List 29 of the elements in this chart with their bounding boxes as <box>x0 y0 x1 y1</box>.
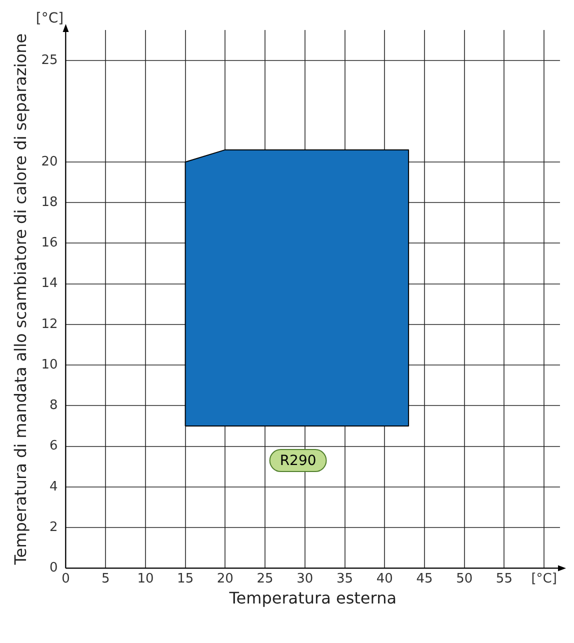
annotation: R290 <box>280 453 316 470</box>
text: [°C] <box>36 10 64 27</box>
y-tick-label: 4 <box>49 479 58 494</box>
y-tick-label: 6 <box>49 438 58 454</box>
x-tick-label: 35 <box>336 571 354 586</box>
x-tick-label: 0 <box>62 571 70 586</box>
x-tick-label: 5 <box>101 571 110 586</box>
y-tick-label: 14 <box>41 276 58 292</box>
y-tick-label: 2 <box>49 520 58 535</box>
x-tick-label: 20 <box>216 571 234 586</box>
y-tick-label: 8 <box>49 398 58 414</box>
y-tick-label: 16 <box>41 236 58 251</box>
y-tick-label: 12 <box>41 316 58 332</box>
x-tick-label: 45 <box>416 571 433 586</box>
y-tick-label: 20 <box>41 154 58 170</box>
x-tick-label: 50 <box>456 571 473 586</box>
y-tick-label: 25 <box>41 52 58 68</box>
x-tick-label: 15 <box>177 571 194 586</box>
y-tick-label: 18 <box>41 195 58 210</box>
y-tick-label: 0 <box>49 560 58 576</box>
x-tick-label: 25 <box>256 571 274 586</box>
y-tick-label: 10 <box>41 357 58 372</box>
y-axis-title: Temperatura di mandata allo scambiatore di calore di separazione <box>10 33 30 566</box>
x-tick-label: 40 <box>376 571 393 586</box>
x-tick-label: 30 <box>296 571 314 586</box>
x-tick-label: 55 <box>496 571 512 586</box>
x-tick-label: [°C] <box>531 571 557 586</box>
x-tick-label: 10 <box>137 571 154 586</box>
x-axis-title: Temperatura esterna <box>228 588 397 608</box>
